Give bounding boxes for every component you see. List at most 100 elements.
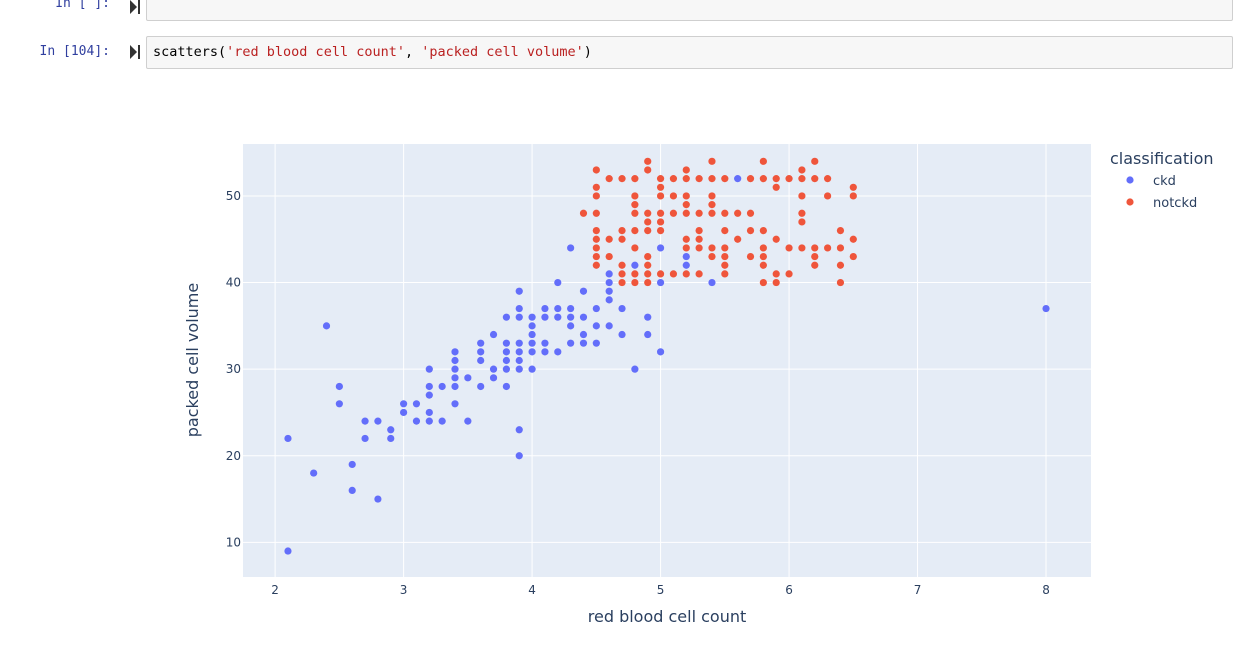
- data-point-notckd[interactable]: [682, 175, 690, 183]
- data-point-notckd[interactable]: [592, 209, 600, 217]
- data-point-notckd[interactable]: [656, 270, 665, 278]
- data-point-notckd[interactable]: [631, 244, 639, 252]
- data-point-ckd[interactable]: [734, 175, 742, 183]
- data-point-notckd[interactable]: [695, 235, 703, 243]
- data-point-ckd[interactable]: [528, 339, 536, 347]
- data-point-ckd[interactable]: [425, 391, 433, 399]
- data-point-ckd[interactable]: [335, 382, 343, 391]
- data-point-notckd[interactable]: [708, 157, 716, 165]
- data-point-notckd[interactable]: [785, 175, 793, 183]
- data-point-ckd[interactable]: [515, 287, 523, 295]
- data-point-notckd[interactable]: [644, 261, 652, 269]
- data-point-notckd[interactable]: [824, 244, 832, 252]
- data-point-ckd[interactable]: [554, 278, 562, 287]
- run-cell-icon[interactable]: [130, 45, 140, 59]
- data-point-ckd[interactable]: [451, 365, 459, 373]
- data-point-ckd[interactable]: [605, 270, 613, 278]
- data-point-notckd[interactable]: [618, 227, 626, 235]
- data-point-ckd[interactable]: [464, 374, 472, 382]
- data-point-ckd[interactable]: [605, 287, 613, 295]
- data-point-ckd[interactable]: [515, 339, 523, 347]
- data-point-ckd[interactable]: [618, 304, 626, 313]
- data-point-ckd[interactable]: [477, 339, 485, 347]
- code-input-scatters[interactable]: scatters('red blood cell count', 'packed…: [146, 36, 1233, 69]
- data-point-ckd[interactable]: [541, 339, 549, 347]
- data-point-ckd[interactable]: [387, 434, 395, 443]
- data-point-notckd[interactable]: [746, 252, 755, 261]
- data-point-notckd[interactable]: [592, 261, 600, 269]
- data-point-ckd[interactable]: [502, 365, 510, 373]
- data-point-ckd[interactable]: [451, 382, 459, 391]
- data-point-notckd[interactable]: [644, 157, 652, 165]
- data-point-ckd[interactable]: [554, 348, 562, 356]
- data-point-ckd[interactable]: [656, 348, 665, 356]
- data-point-notckd[interactable]: [656, 218, 665, 226]
- data-point-ckd[interactable]: [541, 304, 549, 313]
- data-point-ckd[interactable]: [528, 313, 536, 321]
- data-point-ckd[interactable]: [631, 261, 639, 269]
- data-point-notckd[interactable]: [708, 192, 716, 200]
- data-point-ckd[interactable]: [412, 417, 421, 425]
- data-point-notckd[interactable]: [644, 227, 652, 235]
- data-point-notckd[interactable]: [605, 252, 613, 261]
- data-point-notckd[interactable]: [618, 175, 626, 183]
- data-point-ckd[interactable]: [515, 365, 523, 373]
- data-point-notckd[interactable]: [798, 218, 806, 226]
- data-point-notckd[interactable]: [721, 261, 729, 269]
- data-point-notckd[interactable]: [695, 175, 703, 183]
- data-point-ckd[interactable]: [644, 330, 652, 339]
- data-point-ckd[interactable]: [374, 495, 382, 503]
- data-point-notckd[interactable]: [798, 166, 806, 174]
- data-point-notckd[interactable]: [592, 166, 600, 174]
- data-point-ckd[interactable]: [592, 339, 600, 347]
- data-point-notckd[interactable]: [772, 278, 780, 287]
- data-point-notckd[interactable]: [695, 209, 703, 217]
- data-point-notckd[interactable]: [798, 244, 806, 252]
- data-point-notckd[interactable]: [746, 209, 755, 217]
- data-point-ckd[interactable]: [477, 348, 485, 356]
- data-point-notckd[interactable]: [644, 166, 652, 174]
- data-point-notckd[interactable]: [836, 261, 845, 269]
- data-point-notckd[interactable]: [708, 252, 716, 261]
- data-point-ckd[interactable]: [515, 356, 523, 365]
- data-point-ckd[interactable]: [567, 244, 575, 252]
- data-point-ckd[interactable]: [451, 374, 459, 382]
- data-point-ckd[interactable]: [477, 356, 485, 365]
- data-point-notckd[interactable]: [618, 270, 626, 278]
- data-point-ckd[interactable]: [554, 304, 562, 313]
- data-point-notckd[interactable]: [746, 175, 755, 183]
- data-point-notckd[interactable]: [695, 244, 703, 252]
- data-point-notckd[interactable]: [656, 227, 665, 235]
- data-point-notckd[interactable]: [631, 270, 639, 278]
- data-point-ckd[interactable]: [438, 417, 446, 425]
- data-point-ckd[interactable]: [412, 400, 421, 408]
- data-point-notckd[interactable]: [746, 227, 755, 235]
- data-point-notckd[interactable]: [644, 252, 652, 261]
- data-point-notckd[interactable]: [734, 235, 742, 243]
- data-point-notckd[interactable]: [824, 192, 832, 200]
- data-point-notckd[interactable]: [682, 209, 690, 217]
- data-point-notckd[interactable]: [721, 244, 729, 252]
- data-point-ckd[interactable]: [489, 374, 498, 382]
- data-point-ckd[interactable]: [1042, 304, 1050, 313]
- data-point-notckd[interactable]: [759, 244, 767, 252]
- data-point-ckd[interactable]: [579, 339, 588, 347]
- data-point-notckd[interactable]: [836, 278, 845, 287]
- data-point-ckd[interactable]: [374, 417, 382, 425]
- data-point-ckd[interactable]: [541, 348, 549, 356]
- data-point-notckd[interactable]: [682, 192, 690, 200]
- data-point-ckd[interactable]: [515, 304, 523, 313]
- data-point-notckd[interactable]: [682, 235, 690, 243]
- data-point-ckd[interactable]: [502, 313, 510, 321]
- data-point-notckd[interactable]: [631, 175, 639, 183]
- run-cell-icon[interactable]: [130, 0, 140, 14]
- data-point-notckd[interactable]: [592, 192, 600, 200]
- data-point-ckd[interactable]: [528, 330, 536, 339]
- data-point-notckd[interactable]: [644, 270, 652, 278]
- data-point-notckd[interactable]: [798, 192, 806, 200]
- data-point-ckd[interactable]: [361, 434, 369, 443]
- data-point-notckd[interactable]: [682, 270, 690, 278]
- data-point-notckd[interactable]: [592, 235, 600, 243]
- data-point-ckd[interactable]: [438, 382, 446, 391]
- data-point-ckd[interactable]: [554, 313, 562, 321]
